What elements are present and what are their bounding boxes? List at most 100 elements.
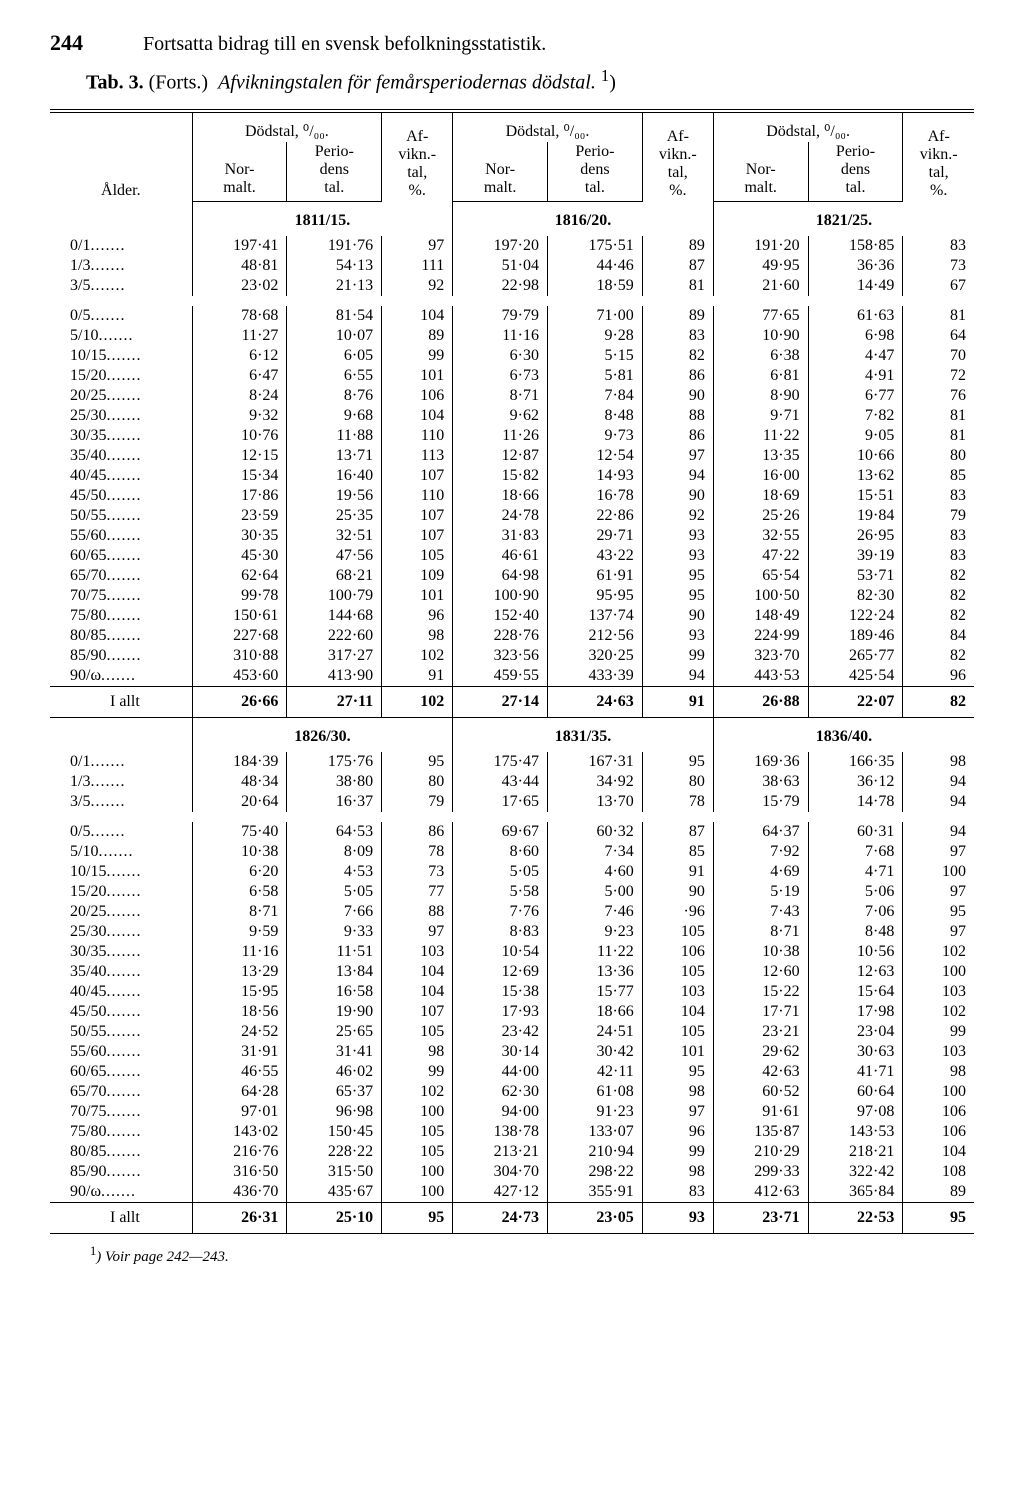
head-age: Ålder. — [50, 113, 192, 202]
table-row: 50/5523·5925·3510724·7822·869225·2619·84… — [50, 506, 974, 526]
head-periodens-2: Perio- dens tal. — [548, 142, 643, 202]
table-row: 3/523·0221·139222·9818·598121·6014·4967 — [50, 276, 974, 296]
age-cell: 15/20 — [50, 882, 192, 902]
table-row: 1/348·8154·1311151·0444·468749·9536·3673 — [50, 256, 974, 276]
table-row: 70/7597·0196·9810094·0091·239791·6197·08… — [50, 1102, 974, 1122]
age-cell: 0/5 — [50, 306, 192, 326]
age-cell: 65/70 — [50, 566, 192, 586]
table-row: 60/6545·3047·5610546·6143·229347·2239·19… — [50, 546, 974, 566]
table-wrap: Ålder. Dödstal, ⁰/₀₀. Af- vikn.- tal, %.… — [50, 109, 974, 1234]
running-title: Fortsatta bidrag till en svensk befolkni… — [143, 33, 546, 56]
age-cell: 10/15 — [50, 346, 192, 366]
age-cell: 55/60 — [50, 1042, 192, 1062]
caption-note-mark: 1 — [601, 66, 609, 85]
table-row: 0/575·4064·538669·6760·328764·3760·3194 — [50, 822, 974, 842]
head-dodstal-2: Dödstal, ⁰/₀₀. — [453, 113, 643, 142]
table-row: 85/90316·50315·50100304·70298·2298299·33… — [50, 1162, 974, 1182]
age-cell: 80/85 — [50, 1142, 192, 1162]
table-caption: Tab. 3. (Forts.) Afvikningstalen för fem… — [86, 66, 974, 95]
period-label: 1811/15. — [192, 201, 453, 236]
head-normalt-2: Nor- malt. — [453, 142, 548, 202]
total-row: I allt26·6627·1110227·1424·639126·8822·0… — [50, 687, 974, 718]
table-row: 85/90310·88317·27102323·56320·2599323·70… — [50, 646, 974, 666]
head-periodens-3: Perio- dens tal. — [808, 142, 903, 202]
period-row: 1826/30.1831/35.1836/40. — [50, 718, 974, 752]
table-row: 55/6030·3532·5110731·8329·719332·5526·95… — [50, 526, 974, 546]
table-row: 5/1010·388·09788·607·34857·927·6897 — [50, 842, 974, 862]
age-cell: 3/5 — [50, 792, 192, 812]
age-cell: 0/5 — [50, 822, 192, 842]
table-row: 75/80150·61144·6896152·40137·7490148·491… — [50, 606, 974, 626]
age-cell: 40/45 — [50, 466, 192, 486]
age-cell: 70/75 — [50, 1102, 192, 1122]
table-row: 0/578·6881·5410479·7971·008977·6561·6381 — [50, 306, 974, 326]
age-cell: 45/50 — [50, 1002, 192, 1022]
caption-label: Tab. 3. — [86, 72, 144, 94]
table-row: 60/6546·5546·029944·0042·119542·6341·719… — [50, 1062, 974, 1082]
table-row: 80/85227·68222·6098228·76212·5693224·991… — [50, 626, 974, 646]
age-cell: 90/ω — [50, 1182, 192, 1203]
table-row: 1/348·3438·808043·4434·928038·6336·1294 — [50, 772, 974, 792]
table-head: Ålder. Dödstal, ⁰/₀₀. Af- vikn.- tal, %.… — [50, 113, 974, 202]
period-label: 1821/25. — [713, 201, 974, 236]
table-row: 15/206·476·551016·735·81866·814·9172 — [50, 366, 974, 386]
table-row: 55/6031·9131·419830·1430·4210129·6230·63… — [50, 1042, 974, 1062]
table-row: 0/1197·41191·7697197·20175·5189191·20158… — [50, 236, 974, 256]
age-cell: 20/25 — [50, 386, 192, 406]
age-cell: 0/1 — [50, 752, 192, 772]
head-normalt-1: Nor- malt. — [192, 142, 287, 202]
age-cell: 65/70 — [50, 1082, 192, 1102]
age-cell: 3/5 — [50, 276, 192, 296]
age-cell: 35/40 — [50, 446, 192, 466]
footnote-text: Voir page 242—243. — [105, 1249, 229, 1265]
table-row: 70/7599·78100·79101100·9095·9595100·5082… — [50, 586, 974, 606]
head-afvikn-1: Af- vikn.- tal, %. — [382, 113, 453, 202]
table-body: 1811/15.1816/20.1821/25.0/1197·41191·769… — [50, 201, 974, 1233]
table-row: 65/7064·2865·3710262·3061·089860·5260·64… — [50, 1082, 974, 1102]
age-cell: 25/30 — [50, 406, 192, 426]
table-row: 35/4013·2913·8410412·6913·3610512·6012·6… — [50, 962, 974, 982]
age-cell: 35/40 — [50, 962, 192, 982]
table-row: 5/1011·2710·078911·169·288310·906·9864 — [50, 326, 974, 346]
age-cell: 50/55 — [50, 1022, 192, 1042]
age-cell: 55/60 — [50, 526, 192, 546]
age-cell: 75/80 — [50, 1122, 192, 1142]
table-row: 40/4515·9516·5810415·3815·7710315·2215·6… — [50, 982, 974, 1002]
page-number: 244 — [50, 30, 83, 56]
data-table: Ålder. Dödstal, ⁰/₀₀. Af- vikn.- tal, %.… — [50, 113, 974, 1233]
table-row: 0/1184·39175·7695175·47167·3195169·36166… — [50, 752, 974, 772]
table-row: 20/258·717·66887·767·46·967·437·0695 — [50, 902, 974, 922]
age-cell: 60/65 — [50, 546, 192, 566]
age-cell: 25/30 — [50, 922, 192, 942]
page-header: 244 Fortsatta bidrag till en svensk befo… — [50, 30, 974, 56]
head-periodens-1: Perio- dens tal. — [287, 142, 382, 202]
age-cell: 0/1 — [50, 236, 192, 256]
age-cell: 15/20 — [50, 366, 192, 386]
age-cell: 30/35 — [50, 426, 192, 446]
table-row: 25/309·329·681049·628·48889·717·8281 — [50, 406, 974, 426]
caption-cont: (Forts.) — [149, 72, 208, 94]
table-row: 10/156·126·05996·305·15826·384·4770 — [50, 346, 974, 366]
age-cell: 90/ω — [50, 666, 192, 687]
period-label: 1816/20. — [453, 201, 714, 236]
age-cell: 85/90 — [50, 646, 192, 666]
age-cell: 20/25 — [50, 902, 192, 922]
age-cell: 85/90 — [50, 1162, 192, 1182]
table-row: 20/258·248·761068·717·84908·906·7776 — [50, 386, 974, 406]
table-row: 30/3511·1611·5110310·5411·2210610·3810·5… — [50, 942, 974, 962]
age-cell: 75/80 — [50, 606, 192, 626]
table-row: 15/206·585·05775·585·00905·195·0697 — [50, 882, 974, 902]
age-cell: 80/85 — [50, 626, 192, 646]
head-afvikn-3: Af- vikn.- tal, %. — [903, 113, 974, 202]
table-row: 90/ω453·60413·9091459·55433·3994443·5342… — [50, 666, 974, 687]
age-cell: 1/3 — [50, 256, 192, 276]
table-row: 40/4515·3416·4010715·8214·939416·0013·62… — [50, 466, 974, 486]
period-label: 1826/30. — [192, 718, 453, 752]
table-row: 25/309·599·33978·839·231058·718·4897 — [50, 922, 974, 942]
table-row: 50/5524·5225·6510523·4224·5110523·2123·0… — [50, 1022, 974, 1042]
table-row: 90/ω436·70435·67100427·12355·9183412·633… — [50, 1182, 974, 1203]
period-label: 1831/35. — [453, 718, 714, 752]
period-label: 1836/40. — [713, 718, 974, 752]
table-row: 75/80143·02150·45105138·78133·0796135·87… — [50, 1122, 974, 1142]
age-cell: 30/35 — [50, 942, 192, 962]
